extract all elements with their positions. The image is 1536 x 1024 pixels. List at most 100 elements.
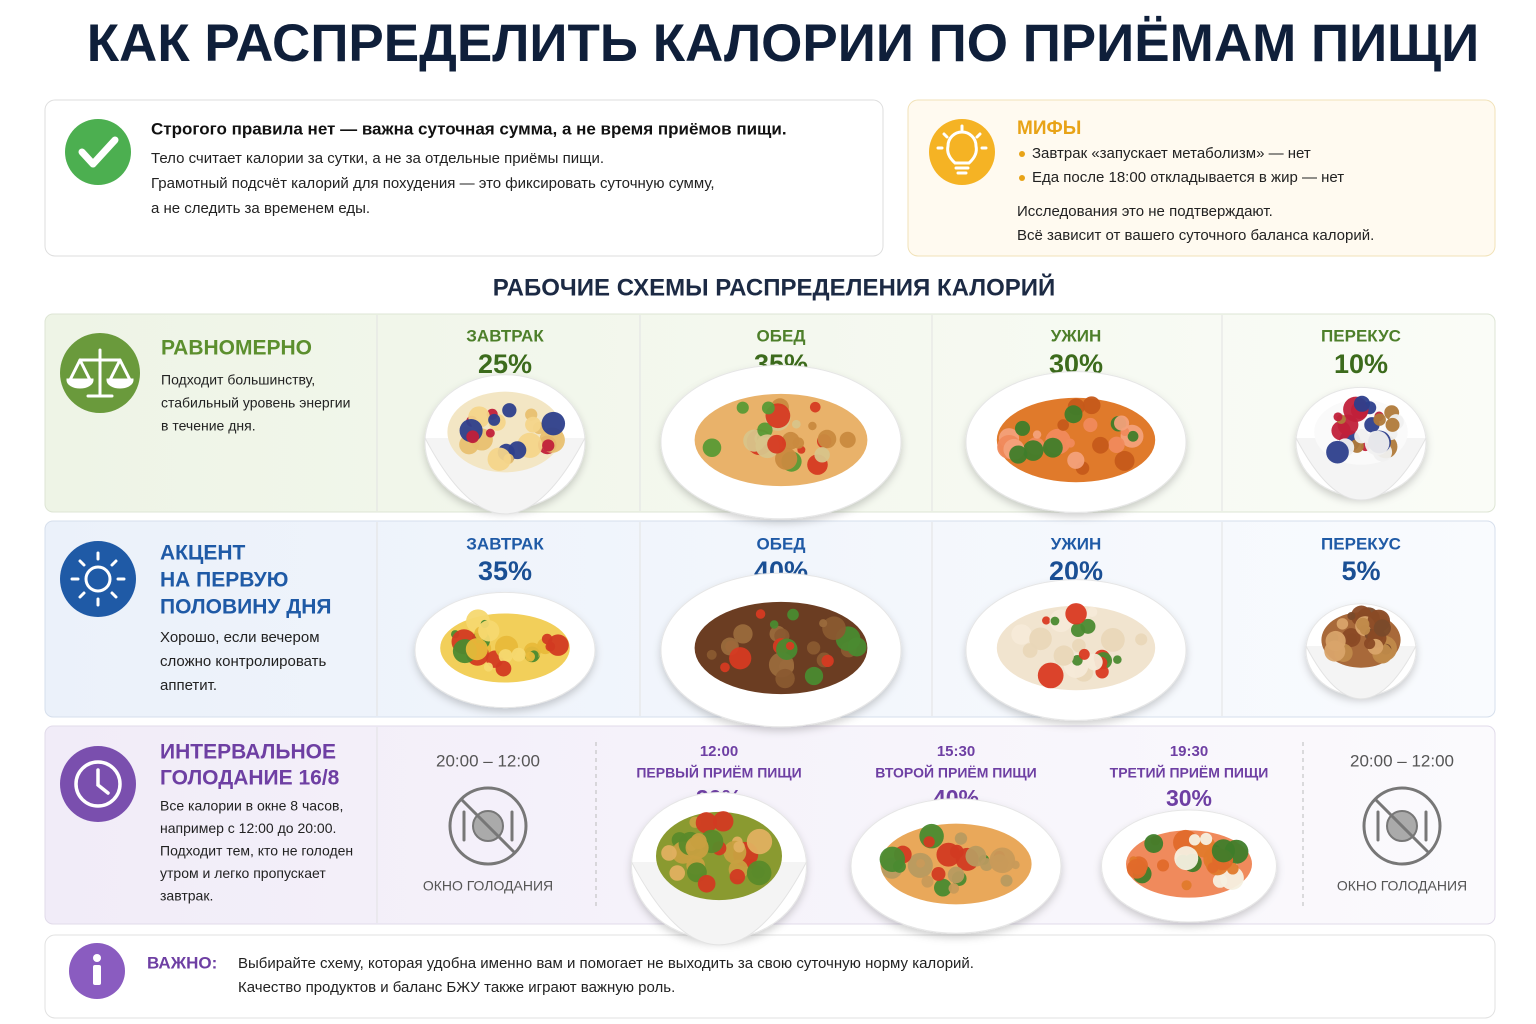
dish-food <box>1082 396 1101 415</box>
dish-food <box>495 660 512 677</box>
meal-name: ВТОРОЙ ПРИЁМ ПИЩИ <box>875 764 1037 781</box>
myths-card <box>907 99 1496 257</box>
dish-food <box>729 647 752 670</box>
window-label: ОКНО ГОЛОДАНИЯ <box>423 878 553 894</box>
dish-food <box>921 875 934 888</box>
myth-item: Еда после 18:00 откладывается в жир — не… <box>1032 169 1344 186</box>
dish-food <box>1072 638 1086 653</box>
dish-food <box>1022 643 1038 658</box>
dish-food <box>669 865 686 881</box>
dish-food <box>839 431 856 448</box>
dish-food <box>1211 839 1236 863</box>
meal-share: 5% <box>1341 556 1380 586</box>
bullet <box>1019 175 1025 181</box>
dish-food <box>819 619 828 628</box>
dish-food <box>1100 627 1125 652</box>
dish-food <box>775 668 795 689</box>
dish-food <box>1114 450 1135 471</box>
dish-food <box>466 430 480 444</box>
dish-food <box>511 647 526 662</box>
scheme-title: ГОЛОДАНИЕ 16/8 <box>160 767 340 790</box>
meal-name: ТРЕТИЙ ПРИЁМ ПИЩИ <box>1110 764 1269 781</box>
note-label: ВАЖНО: <box>147 953 217 972</box>
meal-share: 25% <box>478 349 532 379</box>
dish-food <box>733 624 753 644</box>
rule-line: Грамотный подсчёт калорий для похудения … <box>151 175 715 192</box>
scheme-description: завтрак. <box>160 888 213 904</box>
dish-food <box>697 874 716 893</box>
dish-food <box>729 868 746 885</box>
clock-glyph <box>74 760 122 808</box>
info-glyph <box>93 954 101 985</box>
dish-food <box>1126 858 1147 879</box>
scheme-description: например с 12:00 до 20:00. <box>160 820 336 836</box>
scheme-description: Хорошо, если вечером <box>160 629 320 646</box>
dish-food <box>1037 662 1064 689</box>
dish-food <box>1181 880 1192 891</box>
dish-food <box>1022 440 1044 461</box>
dish-food <box>736 401 749 414</box>
dish-food <box>733 841 745 853</box>
dish-food <box>541 411 566 436</box>
dish-food <box>542 439 555 452</box>
dish-food <box>1346 633 1358 644</box>
dish-food <box>1373 619 1391 637</box>
dish-food <box>1336 618 1349 630</box>
dish-food <box>822 616 846 641</box>
dish-food <box>1144 834 1164 853</box>
dish-food <box>1174 846 1199 871</box>
dish-food <box>1085 653 1103 671</box>
dish-food <box>761 401 775 415</box>
no-food-cutlery <box>1376 810 1428 842</box>
dish-food <box>808 421 817 431</box>
scales-glyph <box>66 348 134 398</box>
dish-food <box>776 638 798 660</box>
dish-food <box>1354 428 1369 444</box>
dish-food <box>814 447 830 463</box>
scheme-description: утром и легко пропускает <box>160 865 326 881</box>
no-food-cutlery <box>462 810 514 842</box>
window-label: ОКНО ГОЛОДАНИЯ <box>1337 878 1467 894</box>
dish-food <box>547 634 569 656</box>
myths-title: МИФЫ <box>1017 118 1081 139</box>
dish-food <box>525 416 541 433</box>
dish-food <box>1325 630 1346 652</box>
scheme-title: ПОЛОВИНУ ДНЯ <box>160 596 332 619</box>
dish-food <box>931 867 946 882</box>
dish-food <box>817 429 837 449</box>
dish-food <box>809 401 821 413</box>
scheme-title: РАВНОМЕРНО <box>161 337 312 360</box>
dish-food <box>1053 645 1074 666</box>
note-card <box>44 934 1496 1019</box>
meal-name: ЗАВТРАК <box>466 534 544 553</box>
dish-food <box>1064 405 1083 424</box>
check-mark <box>78 136 119 168</box>
scheme-description: сложно контролировать <box>160 653 327 670</box>
dish-food <box>1364 430 1390 456</box>
window-time: 20:00 – 12:00 <box>1350 751 1454 770</box>
dish-food <box>720 662 730 673</box>
dish-food <box>487 447 512 471</box>
dish-food-base <box>880 823 1032 905</box>
dish-food <box>1000 874 1013 887</box>
dish-food <box>821 654 834 668</box>
dish-food <box>712 811 734 832</box>
dish-food <box>1050 616 1060 626</box>
dish-food <box>1114 415 1130 431</box>
dish-food <box>965 845 987 867</box>
dish-food <box>702 438 722 458</box>
dish-food <box>1087 606 1098 617</box>
dish-food <box>947 866 965 884</box>
dish-food <box>746 828 773 855</box>
dish-food <box>1065 438 1075 448</box>
dish-food <box>1113 655 1122 664</box>
scheme-title: НА ПЕРВУЮ <box>160 569 288 592</box>
section-title: РАБОЧИЕ СХЕМЫ РАСПРЕДЕЛЕНИЯ КАЛОРИЙ <box>493 273 1056 301</box>
window-time: 20:00 – 12:00 <box>436 751 540 770</box>
dish-food <box>1009 445 1028 464</box>
dish-food <box>785 641 795 651</box>
rule-card <box>44 99 884 257</box>
scheme-description: Подходит большинству, <box>161 372 315 388</box>
